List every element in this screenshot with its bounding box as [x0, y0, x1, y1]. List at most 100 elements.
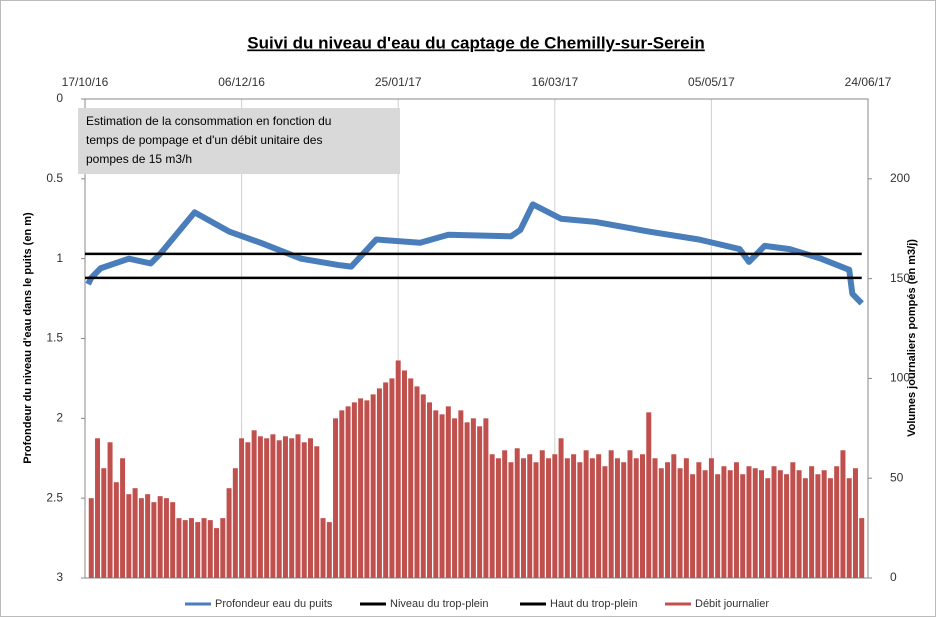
- bar: [596, 454, 602, 578]
- bar: [577, 462, 583, 578]
- bar: [308, 438, 314, 578]
- bar: [295, 434, 301, 578]
- bar: [777, 470, 783, 578]
- bar: [314, 446, 320, 578]
- bar: [827, 478, 833, 578]
- bar: [408, 378, 414, 578]
- bar: [163, 498, 169, 578]
- bar: [759, 470, 765, 578]
- bar: [95, 438, 101, 578]
- bar: [326, 522, 332, 578]
- bar: [621, 462, 627, 578]
- bar: [790, 462, 796, 578]
- y-tick-label: 1: [56, 251, 63, 265]
- bar: [520, 458, 526, 578]
- bar: [201, 518, 207, 578]
- x-tick-label: 17/10/16: [62, 75, 109, 89]
- bar: [470, 418, 476, 578]
- y-axis-title: Profondeur du niveau d'eau dans le puits…: [22, 212, 34, 464]
- bar: [815, 474, 821, 578]
- bar: [257, 436, 263, 578]
- bar: [533, 462, 539, 578]
- bar: [771, 466, 777, 578]
- y2-tick-label: 200: [890, 171, 910, 185]
- bar: [182, 520, 188, 578]
- bar: [539, 450, 545, 578]
- bar: [420, 394, 426, 578]
- bar: [646, 412, 652, 578]
- chart-title: Suivi du niveau d'eau du captage de Chem…: [247, 33, 705, 52]
- bar: [132, 488, 138, 578]
- bar: [552, 454, 558, 578]
- y2-tick-label: 150: [890, 271, 910, 285]
- x-tick-label: 06/12/16: [218, 75, 265, 89]
- bar: [395, 360, 401, 578]
- x-tick-label: 24/06/17: [845, 75, 892, 89]
- bar: [652, 458, 658, 578]
- bar: [464, 422, 470, 578]
- bar: [439, 414, 445, 578]
- bar: [602, 466, 608, 578]
- bar: [452, 418, 458, 578]
- bar: [746, 466, 752, 578]
- y2-tick-label: 0: [890, 570, 897, 584]
- y2-tick-label: 100: [890, 371, 910, 385]
- x-tick-label: 25/01/17: [375, 75, 422, 89]
- bar: [715, 474, 721, 578]
- bar: [683, 458, 689, 578]
- bar: [414, 386, 420, 578]
- bar: [495, 458, 501, 578]
- bar: [558, 438, 564, 578]
- bar: [226, 488, 232, 578]
- bar: [433, 410, 439, 578]
- bar: [101, 468, 107, 578]
- bar: [427, 402, 433, 578]
- bar: [527, 454, 533, 578]
- bar: [571, 454, 577, 578]
- bar: [445, 406, 451, 578]
- y2-axis-title: Volumes journaliers pompés (en m3/j): [906, 239, 918, 437]
- x-tick-label: 05/05/17: [688, 75, 735, 89]
- bar: [389, 378, 395, 578]
- bar: [245, 442, 251, 578]
- bar: [583, 450, 589, 578]
- bar: [126, 494, 132, 578]
- bar: [207, 520, 213, 578]
- bar: [401, 370, 407, 578]
- bar: [239, 438, 245, 578]
- bar: [351, 402, 357, 578]
- bar: [376, 388, 382, 578]
- bar: [502, 450, 508, 578]
- bar: [214, 528, 220, 578]
- y-tick-label: 2.5: [46, 490, 63, 504]
- bar: [721, 466, 727, 578]
- annotation-text: Estimation de la consommation en fonctio…: [86, 114, 331, 128]
- bar: [264, 438, 270, 578]
- bar: [508, 462, 514, 578]
- annotation-text: pompes de 15 m3/h: [86, 152, 192, 166]
- bar: [740, 474, 746, 578]
- bar: [195, 522, 201, 578]
- bar: [690, 474, 696, 578]
- bar: [633, 458, 639, 578]
- bar: [809, 466, 815, 578]
- bar: [170, 502, 176, 578]
- legend-label: Débit journalier: [695, 598, 769, 610]
- bar: [364, 400, 370, 578]
- bar: [627, 450, 633, 578]
- bar: [220, 518, 226, 578]
- bar: [458, 410, 464, 578]
- bar: [176, 518, 182, 578]
- bar: [301, 442, 307, 578]
- bar: [282, 436, 288, 578]
- bar: [727, 470, 733, 578]
- bar: [333, 418, 339, 578]
- y-tick-label: 1.5: [46, 331, 63, 345]
- bar: [821, 470, 827, 578]
- x-tick-label: 16/03/17: [531, 75, 578, 89]
- bar: [232, 468, 238, 578]
- bar: [859, 518, 865, 578]
- bar: [370, 394, 376, 578]
- bar: [107, 442, 113, 578]
